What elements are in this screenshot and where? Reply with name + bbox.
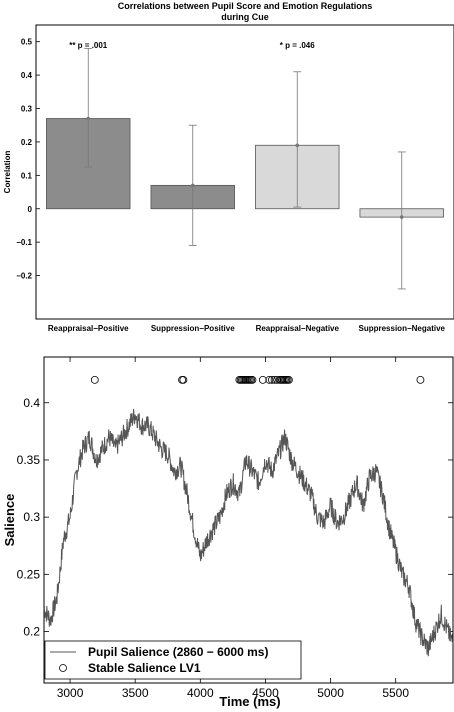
salience-x-tick-label: 4000 xyxy=(187,686,214,700)
bar-chart-y-tick-label: 0.3 xyxy=(21,105,33,114)
bar-chart-bars xyxy=(46,118,444,218)
salience-chart-y-ticks: 0.2 0.25 0.3 0.35 0.4 xyxy=(17,396,453,639)
bar-chart-y-tick-label: −0.2 xyxy=(16,272,32,281)
salience-y-tick-label: 0.35 xyxy=(17,453,41,467)
salience-chart: Salience Time (ms) 0.2 0.25 0.3 0.35 0.4 300… xyxy=(2,356,454,709)
salience-chart-x-ticks: 3000 3500 4000 4500 5000 5500 xyxy=(57,357,409,700)
stable-salience-markers xyxy=(90,375,425,384)
salience-chart-frame xyxy=(43,356,454,684)
pupil-salience-line xyxy=(43,408,454,657)
stable-salience-marker xyxy=(416,375,425,384)
legend-label-pupil: Pupil Salience (2860 − 6000 ms) xyxy=(88,645,268,659)
legend-box xyxy=(44,640,302,680)
stable-salience-marker xyxy=(284,375,293,384)
salience-x-tick-label: 4500 xyxy=(252,686,279,700)
stable-salience-marker xyxy=(268,375,276,384)
bar-chart-y-tick-label: 0.4 xyxy=(21,71,33,80)
bar-category-label: Suppression−Positive xyxy=(151,324,235,333)
bar-category-label: Suppression−Negative xyxy=(359,324,446,333)
bar-chart-y-tick-label: 0 xyxy=(28,205,33,214)
bar-chart-ylabel: Correlation xyxy=(3,151,12,194)
bar-chart-frame xyxy=(35,24,454,320)
bar-mean-point xyxy=(295,143,300,148)
bar-chart-y-tick-label: −0.1 xyxy=(16,238,32,247)
bar-chart-annotations: ** p = .001 * p = .046 xyxy=(69,41,315,50)
salience-x-tick-label: 5500 xyxy=(382,686,409,700)
stable-salience-marker xyxy=(90,375,99,384)
bar-chart-error-bars xyxy=(84,47,406,290)
stable-salience-marker xyxy=(179,375,188,384)
bar-chart: Correlations between Pupil Score and Emo… xyxy=(3,1,454,333)
bar-category-label: Reappraisal−Positive xyxy=(48,324,129,333)
stable-salience-marker xyxy=(248,375,257,384)
significance-annotation: * p = .046 xyxy=(280,41,315,50)
legend-label-stable: Stable Salience LV1 xyxy=(88,661,201,675)
stable-salience-marker xyxy=(265,375,274,384)
bar-chart-y-tick-label: 0.1 xyxy=(21,171,33,180)
stable-salience-marker xyxy=(258,375,267,384)
bar-category-label: Reappraisal−Negative xyxy=(256,324,340,333)
bar-mean-point xyxy=(399,215,404,219)
salience-x-tick-label: 5000 xyxy=(317,686,344,700)
bar-chart-title: Correlations between Pupil Score and Emo… xyxy=(118,1,373,11)
legend-marker-swatch xyxy=(59,664,67,672)
bar-mean-point xyxy=(86,116,91,121)
salience-chart-ylabel: Salience xyxy=(2,494,17,547)
bar-chart-x-labels: Reappraisal−Positive Suppression−Positive… xyxy=(48,324,446,333)
salience-x-tick-label: 3500 xyxy=(122,686,149,700)
stable-salience-marker xyxy=(273,375,282,384)
salience-y-tick-label: 0.25 xyxy=(17,567,41,581)
salience-chart-xlabel: Time (ms) xyxy=(219,694,280,709)
bar-chart-y-ticks: 0.5 0.4 0.3 0.2 0.1 0 −0.1 −0.2 xyxy=(16,38,40,281)
bar-chart-subtitle: during Cue xyxy=(221,12,269,22)
salience-x-tick-label: 3000 xyxy=(57,686,84,700)
salience-y-tick-label: 0.2 xyxy=(23,625,40,639)
bar-chart-y-tick-label: 0.2 xyxy=(21,138,33,147)
salience-legend: Pupil Salience (2860 − 6000 ms) Stable S… xyxy=(44,640,302,680)
significance-annotation: ** p = .001 xyxy=(69,41,108,50)
salience-y-tick-label: 0.3 xyxy=(23,510,40,524)
bar-mean-point xyxy=(190,183,195,188)
bar-chart-y-tick-label: 0.5 xyxy=(21,38,33,47)
stable-salience-marker xyxy=(270,375,279,384)
salience-y-tick-label: 0.4 xyxy=(23,396,40,410)
